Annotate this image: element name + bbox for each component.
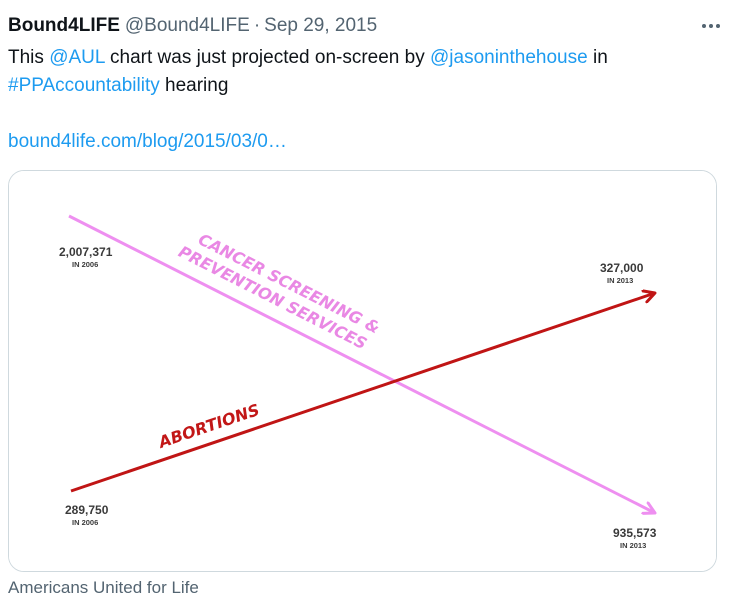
media-caption: Americans United for Life <box>8 578 199 597</box>
tweet-text: This @AUL chart was just projected on-sc… <box>8 47 608 152</box>
cancer-2006-period: IN 2006 <box>72 260 98 269</box>
series-line-cancer-screening <box>68 214 655 513</box>
author-handle[interactable]: @Bound4LIFE <box>124 15 250 36</box>
series-line-abortions <box>70 293 655 493</box>
mention-jasoninthehouse[interactable]: @jasoninthehouse <box>430 47 588 68</box>
more-horizontal-icon[interactable] <box>699 15 723 37</box>
chart-svg: CANCER SCREENING & PREVENTION SERVICES A… <box>9 171 716 571</box>
abortions-2013-value: 327,000 <box>600 261 644 275</box>
tweet-link[interactable]: bound4life.com/blog/2015/03/0… <box>8 131 287 152</box>
cancer-2006-value: 2,007,371 <box>59 245 113 259</box>
tweet-date[interactable]: Sep 29, 2015 <box>264 15 378 36</box>
hashtag-ppaccountability[interactable]: #PPAccountability <box>8 75 160 96</box>
cancer-2013-value: 935,573 <box>613 526 657 540</box>
abortions-2013-period: IN 2013 <box>607 276 633 285</box>
cancer-2013-period: IN 2013 <box>620 541 646 550</box>
abortions-2006-value: 289,750 <box>65 503 109 517</box>
mention-aul[interactable]: @AUL <box>49 47 105 68</box>
abortions-2006-period: IN 2006 <box>72 518 98 527</box>
separator-dot: · <box>253 15 261 36</box>
tweet-header: Bound4LIFE @Bound4LIFE · Sep 29, 2015 <box>8 13 723 39</box>
author-name[interactable]: Bound4LIFE <box>8 15 120 36</box>
media-card[interactable]: CANCER SCREENING & PREVENTION SERVICES A… <box>8 170 717 572</box>
